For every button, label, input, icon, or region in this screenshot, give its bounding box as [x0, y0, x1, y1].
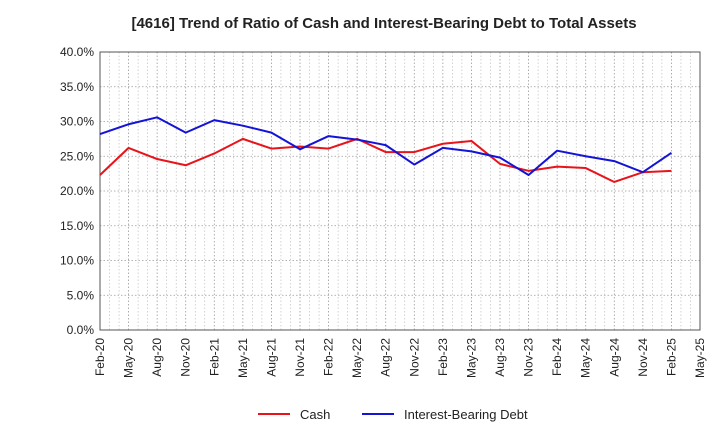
x-tick-label: Aug-24 — [607, 338, 621, 377]
legend: Cash Interest-Bearing Debt — [258, 407, 528, 422]
legend-label: Cash — [300, 407, 330, 422]
legend-label: Interest-Bearing Debt — [404, 407, 528, 422]
x-tick-label: Nov-22 — [407, 338, 421, 377]
x-tick-label: Feb-22 — [322, 338, 336, 376]
y-tick-label: 35.0% — [60, 80, 94, 94]
x-tick-label: May-21 — [236, 338, 250, 378]
y-tick-label: 40.0% — [60, 45, 94, 59]
chart-title: [4616] Trend of Ratio of Cash and Intere… — [131, 15, 636, 32]
x-tick-label: Aug-21 — [264, 338, 278, 377]
x-tick-label: Feb-20 — [93, 338, 107, 376]
y-tick-label: 25.0% — [60, 149, 94, 163]
y-tick-label: 15.0% — [60, 219, 94, 233]
x-axis: Feb-20 May-20 Aug-20 Nov-20 Feb-21 May-21 Aug-… — [93, 338, 707, 378]
y-tick-label: 5.0% — [67, 288, 95, 302]
x-tick-label: Nov-20 — [179, 338, 193, 377]
y-tick-label: 0.0% — [67, 323, 95, 337]
x-tick-label: Feb-21 — [207, 338, 221, 376]
x-tick-label: Aug-20 — [150, 338, 164, 377]
plot-area — [99, 51, 701, 331]
x-tick-label: Feb-24 — [550, 338, 564, 376]
y-axis: 0.0% 5.0% 10.0% 15.0% 20.0% 25.0% 30.0% 35.0% 40… — [60, 45, 94, 337]
series-layer — [99, 116, 672, 183]
plot-background — [100, 52, 700, 330]
x-tick-label: May-25 — [693, 338, 707, 378]
y-tick-label: 10.0% — [60, 254, 94, 268]
series-line-cash — [99, 137, 672, 183]
x-tick-label: May-22 — [350, 338, 364, 378]
x-tick-label: Feb-25 — [664, 338, 678, 376]
x-tick-label: May-23 — [464, 338, 478, 378]
x-tick-label: Aug-22 — [379, 338, 393, 377]
x-tick-label: May-24 — [579, 338, 593, 378]
y-tick-label: 20.0% — [60, 184, 94, 198]
y-tick-label: 30.0% — [60, 115, 94, 129]
plot-border — [99, 51, 701, 331]
x-tick-label: Feb-23 — [436, 338, 450, 376]
x-tick-label: Nov-24 — [636, 338, 650, 377]
x-tick-label: May-20 — [122, 338, 136, 378]
x-tick-label: Aug-23 — [493, 338, 507, 377]
series-line-interest-bearing-debt — [99, 116, 672, 177]
x-tick-label: Nov-21 — [293, 338, 307, 377]
x-tick-label: Nov-23 — [522, 338, 536, 377]
